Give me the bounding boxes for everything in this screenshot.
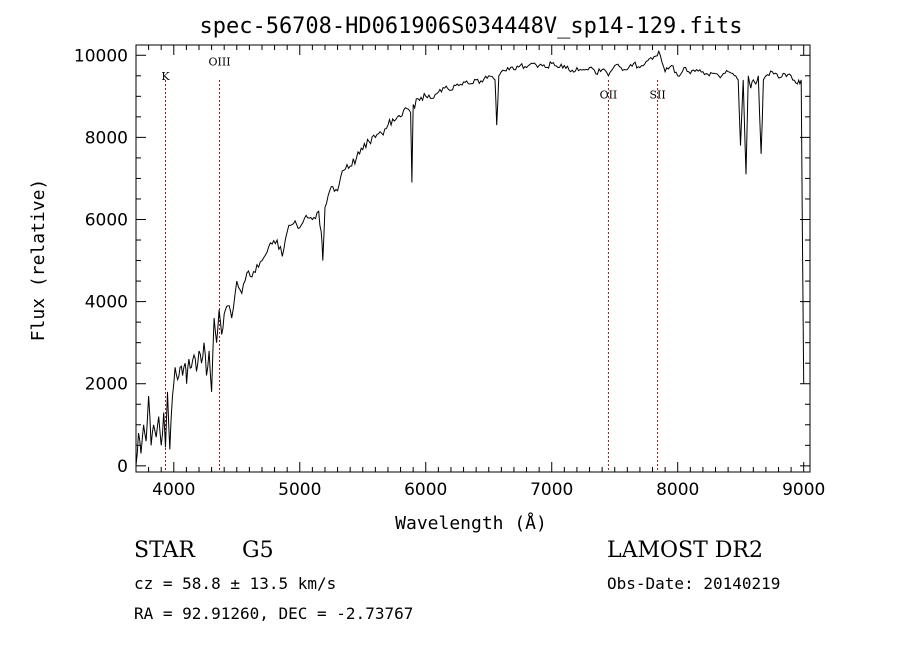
y-tick-label: 8000 xyxy=(85,128,128,148)
y-tick-label: 4000 xyxy=(85,293,128,313)
x-tick-label: 6000 xyxy=(404,480,447,500)
y-tick-labels: 0 2000 4000 6000 8000 10000 xyxy=(74,46,128,477)
spectral-line-label: K xyxy=(161,70,170,83)
major-ticks xyxy=(136,45,810,472)
x-tick-labels: 4000 5000 6000 7000 8000 9000 xyxy=(152,480,825,500)
x-tick-label: 4000 xyxy=(152,480,195,500)
flux-spectrum-line xyxy=(135,49,805,466)
spectral-line-label: OII xyxy=(600,88,618,101)
y-tick-label: 0 xyxy=(117,457,128,477)
minor-ticks xyxy=(135,45,810,472)
x-tick-label: 7000 xyxy=(530,480,573,500)
x-tick-label: 8000 xyxy=(656,480,699,500)
y-tick-label: 6000 xyxy=(85,210,128,230)
plot-frame xyxy=(135,44,811,473)
y-axis-label: Flux (relative) xyxy=(28,179,49,342)
x-tick-label: 9000 xyxy=(782,480,825,500)
y-tick-label: 10000 xyxy=(74,46,128,66)
obs-date: Obs-Date: 20140219 xyxy=(607,574,781,593)
survey-name: LAMOST DR2 xyxy=(607,538,763,563)
spectral-line-label: OIII xyxy=(208,56,230,69)
redshift-readout: cz = 58.8 ± 13.5 km/s xyxy=(134,574,337,593)
x-tick-label: 5000 xyxy=(278,480,321,500)
object-subclass: G5 xyxy=(242,538,274,563)
x-axis-label: Wavelength (Å) xyxy=(395,512,547,534)
spectral-line-label: SII xyxy=(649,88,665,101)
y-tick-label: 2000 xyxy=(85,375,128,395)
spectral-line-markers: K OIII OII SII xyxy=(161,56,666,472)
chart-title: spec-56708-HD061906S034448V_sp14-129.fit… xyxy=(199,14,742,39)
coordinates: RA = 92.91260, DEC = -2.73767 xyxy=(134,604,414,623)
object-class: STAR xyxy=(134,538,195,563)
